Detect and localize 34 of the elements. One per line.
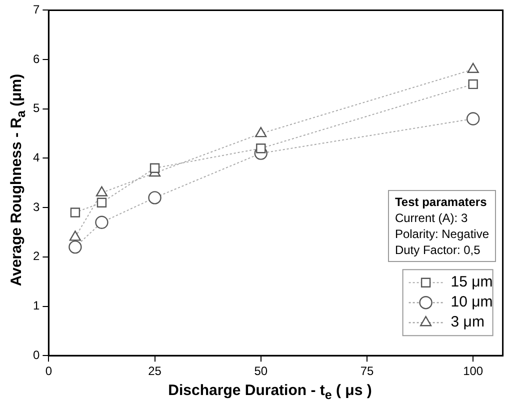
annotation: Test paramaters xyxy=(394,194,488,210)
point xyxy=(468,79,478,90)
legend-label: 3 μm xyxy=(450,314,484,331)
legend-label: 10 μm xyxy=(450,294,493,311)
x-tick-label: 25 xyxy=(148,364,162,378)
point xyxy=(150,163,160,173)
point xyxy=(256,144,266,154)
y-tick-label: 1 xyxy=(32,298,40,313)
annotation: Polarity: Negative xyxy=(394,226,489,242)
y-tick-label: 4 xyxy=(32,150,40,165)
point xyxy=(466,112,480,126)
x-tick-label: 100 xyxy=(463,364,484,378)
point xyxy=(255,126,267,138)
annotation: Current (A): 3 xyxy=(394,210,469,226)
legend-label: 15 μm xyxy=(450,274,493,291)
point xyxy=(95,216,108,229)
point xyxy=(96,198,107,208)
y-tick-label: 0 xyxy=(32,348,40,362)
y-tick-label: 6 xyxy=(32,52,40,66)
y-tick-label: 7 xyxy=(32,2,40,17)
point xyxy=(96,186,108,196)
x-tick-label: 50 xyxy=(254,364,268,378)
point xyxy=(69,230,81,241)
point xyxy=(70,208,80,218)
point xyxy=(467,62,479,74)
point xyxy=(68,240,82,254)
y-tick-label: 5 xyxy=(32,101,40,116)
annotation: Duty Factor: 0,5 xyxy=(394,242,482,258)
y-tick-label: 3 xyxy=(32,200,40,214)
x-axis-title: Discharge Duration - t$_{e}$ ( μs ) xyxy=(167,382,373,402)
x-tick-label: 0 xyxy=(45,364,52,378)
y-tick-label: 2 xyxy=(32,249,40,264)
x-tick-label: 75 xyxy=(360,364,374,378)
point xyxy=(148,191,162,204)
